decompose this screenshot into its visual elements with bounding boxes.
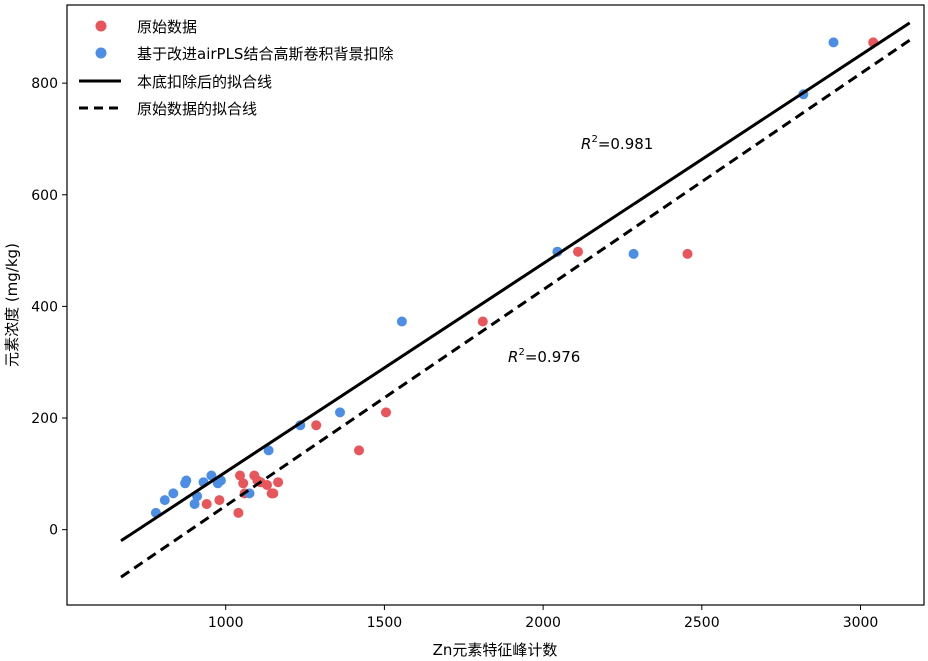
legend-label-fit-corrected: 本底扣除后的拟合线: [137, 73, 272, 91]
legend-label-raw: 原始数据: [137, 18, 197, 36]
chart-marks: [120, 21, 911, 579]
raw-data-point-15: [381, 407, 391, 418]
raw-fit-line: [120, 38, 911, 579]
y-axis-title: 元素浓度 (mg/kg): [3, 243, 21, 367]
r2-annotation-corrected: R2=0.981: [581, 134, 653, 153]
corrected-data-point-17: [628, 248, 639, 259]
corrected-data-point-5: [189, 499, 200, 509]
raw-data-point-9: [262, 480, 272, 490]
y-tick-label-0: 0: [49, 523, 58, 539]
corrected-data-point-19: [828, 37, 839, 48]
x-tick-label-2500: 2500: [684, 615, 720, 631]
raw-data-point-0: [201, 499, 212, 509]
y-tick-label-400: 400: [31, 299, 58, 315]
raw-data-point-2: [233, 507, 244, 518]
axis-ticks: 1000 1500 2000 2500 3000 0 200 400 600 800: [31, 76, 878, 631]
legend: 原始数据 基于改进airPLS结合高斯卷积背景扣除 本底扣除后的拟合线 原始数据…: [79, 18, 393, 118]
r2-annotation-raw: R2=0.976: [508, 347, 580, 366]
corrected-data-point-4: [181, 475, 192, 486]
y-tick-label-200: 200: [31, 411, 58, 427]
legend-marker-raw: [95, 20, 107, 32]
x-axis-title: Zn元素特征峰计数: [433, 641, 558, 659]
x-tick-label-1500: 1500: [367, 615, 403, 631]
legend-marker-corrected: [95, 47, 107, 59]
corrected-data-point-1: [159, 495, 170, 506]
raw-data-point-4: [238, 478, 249, 489]
corrected-data-point-8: [206, 470, 217, 481]
corrected-data-point-15: [396, 316, 407, 327]
corrected-data-point-14: [335, 407, 345, 418]
corrected-fit-line: [120, 21, 911, 543]
raw-data-point-16: [477, 316, 488, 327]
y-tick-label-600: 600: [31, 188, 58, 204]
raw-data-point-12: [273, 477, 284, 488]
legend-label-fit-raw: 原始数据的拟合线: [137, 100, 257, 118]
x-tick-label-1000: 1000: [208, 615, 244, 631]
raw-data-point-3: [235, 470, 245, 481]
plot-frame: [66, 4, 925, 606]
x-tick-label-3000: 3000: [843, 615, 879, 631]
raw-data-point-11: [268, 488, 279, 499]
x-tick-label-2000: 2000: [525, 615, 561, 631]
raw-data-point-18: [682, 248, 693, 259]
raw-data-point-13: [311, 420, 322, 431]
raw-data-point-14: [354, 445, 364, 456]
corrected-data-point-12: [263, 445, 274, 456]
corrected-data-point-2: [168, 488, 179, 499]
legend-label-corrected: 基于改进airPLS结合高斯卷积背景扣除: [137, 45, 393, 63]
raw-data-point-1: [214, 495, 225, 506]
y-tick-label-800: 800: [31, 76, 58, 92]
raw-data-point-17: [573, 246, 583, 257]
